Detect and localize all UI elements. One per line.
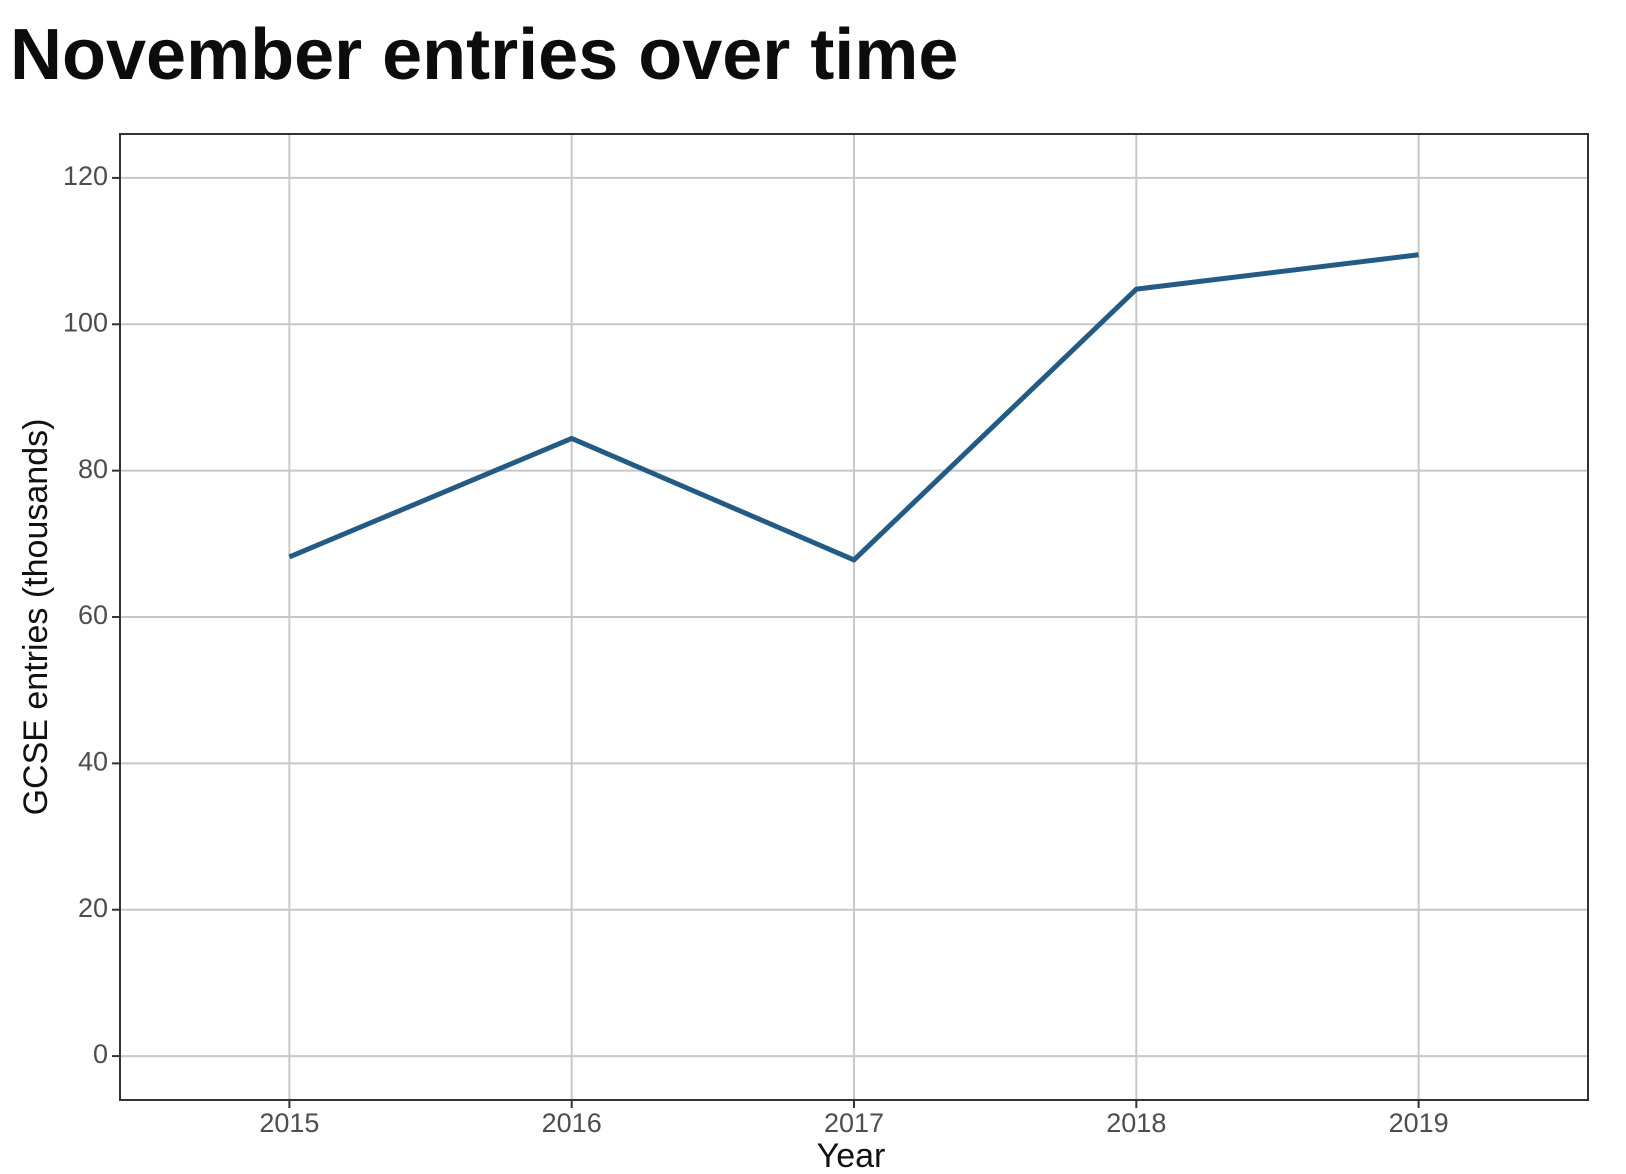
y-tick-label: 120 bbox=[63, 161, 108, 191]
plot-border bbox=[119, 133, 1589, 1101]
y-tick-label: 60 bbox=[78, 600, 108, 630]
x-tick-label: 2019 bbox=[1389, 1108, 1449, 1138]
y-tick-label: 20 bbox=[78, 893, 108, 923]
data-line bbox=[288, 252, 1419, 563]
x-tick-label: 2016 bbox=[542, 1108, 602, 1138]
y-tick-label: 0 bbox=[93, 1039, 108, 1069]
x-tick-label: 2015 bbox=[259, 1108, 319, 1138]
x-axis-label: Year bbox=[817, 1137, 886, 1174]
x-tick-label: 2017 bbox=[824, 1108, 884, 1138]
y-axis-label: GCSE entries (thousands) bbox=[17, 419, 55, 816]
y-tick-label: 80 bbox=[78, 454, 108, 484]
chart-title: November entries over time bbox=[10, 15, 958, 95]
y-tick-label: 40 bbox=[78, 746, 108, 776]
y-tick-label: 100 bbox=[63, 307, 108, 337]
x-tick-label: 2018 bbox=[1106, 1108, 1166, 1138]
